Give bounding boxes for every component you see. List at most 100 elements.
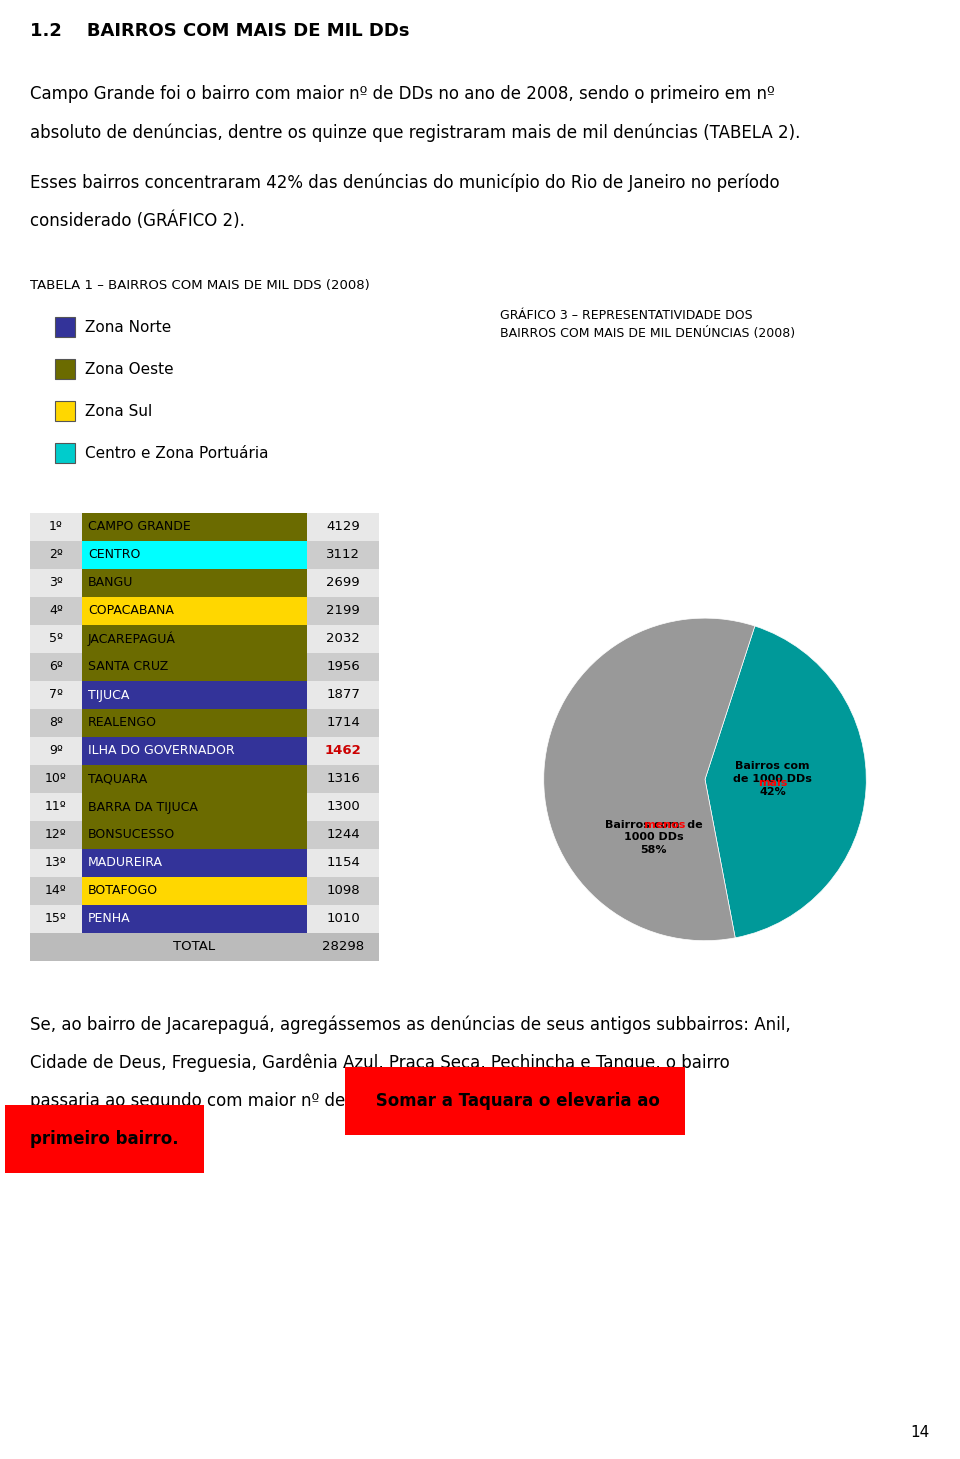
- FancyBboxPatch shape: [307, 932, 379, 961]
- Text: Zona Oeste: Zona Oeste: [85, 362, 174, 376]
- Text: 14º: 14º: [45, 884, 67, 897]
- Text: 12º: 12º: [45, 829, 67, 842]
- Text: 14: 14: [911, 1425, 930, 1440]
- FancyBboxPatch shape: [30, 654, 82, 681]
- Text: 8º: 8º: [49, 716, 63, 730]
- Text: TAQUARA: TAQUARA: [88, 772, 147, 785]
- FancyBboxPatch shape: [82, 541, 307, 569]
- FancyBboxPatch shape: [55, 359, 75, 379]
- FancyBboxPatch shape: [30, 681, 82, 709]
- Text: TIJUCA: TIJUCA: [88, 689, 130, 702]
- FancyBboxPatch shape: [82, 514, 307, 541]
- Text: 4º: 4º: [49, 604, 63, 617]
- FancyBboxPatch shape: [82, 737, 307, 765]
- Text: 10º: 10º: [45, 772, 67, 785]
- FancyBboxPatch shape: [307, 765, 379, 794]
- FancyBboxPatch shape: [82, 877, 307, 905]
- Text: 28298: 28298: [322, 941, 364, 954]
- FancyBboxPatch shape: [30, 794, 82, 821]
- Wedge shape: [543, 619, 755, 941]
- Text: REALENGO: REALENGO: [88, 716, 157, 730]
- Text: 1877: 1877: [326, 689, 360, 702]
- Text: Bairros com: Bairros com: [735, 762, 810, 772]
- FancyBboxPatch shape: [307, 737, 379, 765]
- Text: COPACABANA: COPACABANA: [88, 604, 174, 617]
- FancyBboxPatch shape: [82, 905, 307, 932]
- Text: GRÁFICO 3 – REPRESENTATIVIDADE DOS: GRÁFICO 3 – REPRESENTATIVIDADE DOS: [500, 309, 753, 322]
- FancyBboxPatch shape: [307, 849, 379, 877]
- Text: 1956: 1956: [326, 661, 360, 674]
- FancyBboxPatch shape: [30, 877, 82, 905]
- Text: 1.2    BAIRROS COM MAIS DE MIL DDs: 1.2 BAIRROS COM MAIS DE MIL DDs: [30, 22, 410, 39]
- Text: 1098: 1098: [326, 884, 360, 897]
- FancyBboxPatch shape: [30, 541, 82, 569]
- Text: 1300: 1300: [326, 801, 360, 814]
- FancyBboxPatch shape: [82, 569, 307, 597]
- Text: 2º: 2º: [49, 549, 63, 562]
- FancyBboxPatch shape: [307, 905, 379, 932]
- Text: Esses bairros concentraram 42% das denúncias do município do Rio de Janeiro no p: Esses bairros concentraram 42% das denún…: [30, 174, 780, 191]
- FancyBboxPatch shape: [55, 317, 75, 337]
- Text: 1462: 1462: [324, 744, 361, 757]
- FancyBboxPatch shape: [55, 444, 75, 463]
- FancyBboxPatch shape: [307, 709, 379, 737]
- FancyBboxPatch shape: [82, 821, 307, 849]
- Text: 1244: 1244: [326, 829, 360, 842]
- Text: Centro e Zona Portuária: Centro e Zona Portuária: [85, 445, 269, 461]
- Text: 1316: 1316: [326, 772, 360, 785]
- FancyBboxPatch shape: [307, 624, 379, 654]
- Text: Campo Grande foi o bairro com maior nº de DDs no ano de 2008, sendo o primeiro e: Campo Grande foi o bairro com maior nº d…: [30, 85, 775, 104]
- FancyBboxPatch shape: [82, 597, 307, 624]
- FancyBboxPatch shape: [82, 709, 307, 737]
- Text: primeiro bairro.: primeiro bairro.: [30, 1131, 179, 1148]
- FancyBboxPatch shape: [307, 654, 379, 681]
- Text: CAMPO GRANDE: CAMPO GRANDE: [88, 521, 191, 534]
- FancyBboxPatch shape: [30, 932, 307, 961]
- Text: BOTAFOGO: BOTAFOGO: [88, 884, 158, 897]
- Text: 42%: 42%: [759, 788, 786, 797]
- Text: 3º: 3º: [49, 576, 63, 589]
- FancyBboxPatch shape: [30, 905, 82, 932]
- FancyBboxPatch shape: [307, 597, 379, 624]
- FancyBboxPatch shape: [30, 624, 82, 654]
- Text: 2032: 2032: [326, 633, 360, 645]
- Text: 4129: 4129: [326, 521, 360, 534]
- Text: CENTRO: CENTRO: [88, 549, 140, 562]
- Text: MADUREIRA: MADUREIRA: [88, 856, 163, 870]
- Text: Bairros com  de: Bairros com de: [605, 820, 702, 830]
- FancyBboxPatch shape: [30, 597, 82, 624]
- Text: Cidade de Deus, Freguesia, Gardênia Azul, Praça Seca, Pechincha e Tanque, o bair: Cidade de Deus, Freguesia, Gardênia Azul…: [30, 1053, 730, 1072]
- Text: PENHA: PENHA: [88, 912, 131, 925]
- Text: absoluto de denúncias, dentre os quinze que registraram mais de mil denúncias (T: absoluto de denúncias, dentre os quinze …: [30, 123, 801, 142]
- Text: JACAREPAGUÁ: JACAREPAGUÁ: [88, 632, 176, 646]
- Text: 2699: 2699: [326, 576, 360, 589]
- FancyBboxPatch shape: [82, 794, 307, 821]
- Text: 11º: 11º: [45, 801, 67, 814]
- Text: 15º: 15º: [45, 912, 67, 925]
- Text: ILHA DO GOVERNADOR: ILHA DO GOVERNADOR: [88, 744, 234, 757]
- Text: mais: mais: [758, 766, 787, 788]
- FancyBboxPatch shape: [307, 681, 379, 709]
- FancyBboxPatch shape: [307, 514, 379, 541]
- FancyBboxPatch shape: [82, 654, 307, 681]
- Text: 7º: 7º: [49, 689, 63, 702]
- Text: passaria ao segundo com maior nº de denúncias.: passaria ao segundo com maior nº de denú…: [30, 1091, 441, 1110]
- Text: 1º: 1º: [49, 521, 63, 534]
- FancyBboxPatch shape: [30, 709, 82, 737]
- Text: 1154: 1154: [326, 856, 360, 870]
- FancyBboxPatch shape: [55, 401, 75, 422]
- Text: BARRA DA TIJUCA: BARRA DA TIJUCA: [88, 801, 198, 814]
- Text: 9º: 9º: [49, 744, 63, 757]
- FancyBboxPatch shape: [307, 541, 379, 569]
- Text: Se, ao bairro de Jacarepaguá, agregássemos as denúncias de seus antigos subbairr: Se, ao bairro de Jacarepaguá, agregássem…: [30, 1015, 791, 1034]
- Text: Zona Norte: Zona Norte: [85, 320, 171, 334]
- FancyBboxPatch shape: [307, 821, 379, 849]
- FancyBboxPatch shape: [82, 624, 307, 654]
- FancyBboxPatch shape: [30, 821, 82, 849]
- Text: menos: menos: [621, 820, 685, 830]
- FancyBboxPatch shape: [82, 849, 307, 877]
- FancyBboxPatch shape: [30, 514, 82, 541]
- FancyBboxPatch shape: [30, 569, 82, 597]
- Text: 2199: 2199: [326, 604, 360, 617]
- Text: 5º: 5º: [49, 633, 63, 645]
